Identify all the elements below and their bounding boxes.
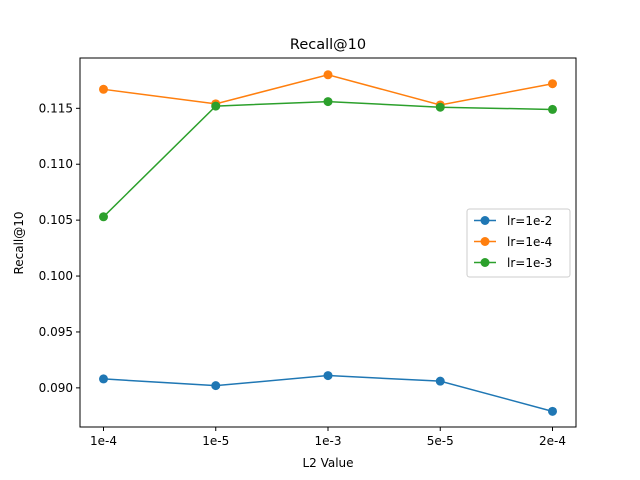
y-tick-label: 0.105 [39, 213, 73, 227]
x-tick-label: 5e-5 [427, 434, 454, 448]
legend-label: lr=1e-4 [507, 235, 552, 249]
legend-box [466, 208, 571, 278]
y-tick-label: 0.115 [39, 101, 73, 115]
legend: lr=1e-2 lr=1e-4 lr=1e-3 [466, 208, 571, 278]
legend-marker [480, 258, 490, 267]
plot-area [99, 70, 557, 416]
chart-title: Recall@10 [290, 37, 366, 53]
data-point [211, 101, 221, 111]
data-point [323, 371, 333, 381]
series-lr=1e-3 [99, 97, 557, 222]
data-point [323, 70, 333, 80]
legend-marker [480, 216, 490, 225]
x-axis: 1e-4 1e-5 1e-3 5e-5 2e-4 [90, 427, 566, 448]
x-tick-label: 1e-4 [90, 434, 117, 448]
data-point [99, 212, 108, 222]
data-point [548, 406, 557, 416]
y-tick-label: 0.110 [39, 157, 73, 171]
x-axis-title: L2 Value [302, 456, 353, 470]
x-tick-label: 2e-4 [539, 434, 566, 448]
data-point [323, 97, 333, 107]
data-point [548, 79, 557, 89]
y-tick-label: 0.095 [39, 325, 73, 339]
y-axis-title: Recall@10 [12, 211, 26, 274]
legend-label: lr=1e-3 [507, 256, 552, 270]
x-tick-label: 1e-5 [202, 434, 229, 448]
legend-item: lr=1e-2 [474, 214, 552, 228]
y-axis: 0.090 0.095 0.100 0.105 0.110 0.115 [39, 101, 80, 395]
data-point [435, 102, 445, 112]
x-tick-label: 1e-3 [315, 434, 342, 448]
data-point [99, 374, 108, 384]
data-point [435, 376, 445, 386]
legend-item: lr=1e-3 [474, 256, 552, 270]
data-point [99, 84, 108, 94]
data-point [548, 104, 557, 114]
legend-label: lr=1e-2 [507, 214, 552, 228]
data-point [211, 381, 221, 391]
legend-item: lr=1e-4 [474, 235, 552, 249]
y-tick-label: 0.090 [39, 381, 73, 395]
legend-marker [480, 237, 490, 246]
y-tick-label: 0.100 [39, 269, 73, 283]
series-lr=1e-2 [99, 371, 557, 416]
